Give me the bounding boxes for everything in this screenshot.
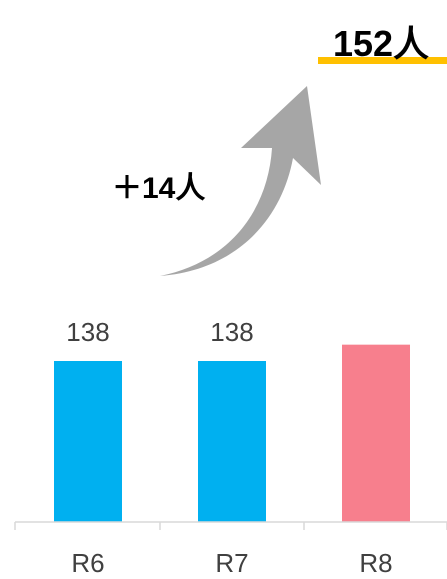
x-tick-label-r6: R6 [71,548,104,578]
x-tick-label-r7: R7 [215,548,248,578]
data-label-r6: 138 [66,317,109,347]
highlight-label-marker [318,57,447,64]
bar-r6 [54,361,122,522]
x-tick-label-r8: R8 [359,548,392,578]
x-tick-labels: R6 R7 R8 [71,548,392,578]
increase-arrow-icon [160,86,321,276]
bar-r8 [342,344,410,522]
data-label-r8: 152人 [333,23,429,64]
labels-layer: 138 138 152人 [66,23,447,347]
bar-r7 [198,361,266,522]
bars-layer [54,344,410,522]
ticks-layer [14,522,447,530]
increase-label: ＋14人 [112,172,205,205]
data-label-r7: 138 [210,317,253,347]
